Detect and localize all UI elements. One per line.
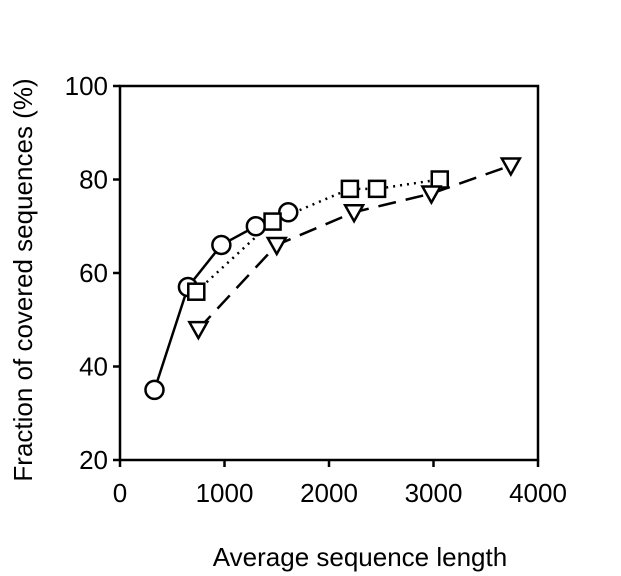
series-markers	[144, 157, 522, 401]
x-tick-label: 3000	[405, 478, 463, 508]
y-axis-ticks: 20 40 60 80 100	[65, 71, 120, 475]
y-tick-label: 20	[79, 445, 108, 475]
series-3-triangle-marker	[420, 185, 443, 206]
series-3-triangle-marker	[265, 236, 288, 257]
series-2-square-marker	[187, 282, 206, 301]
series-2-square-marker	[430, 170, 450, 189]
x-tick-label: 1000	[196, 478, 254, 508]
x-tick-label: 0	[113, 478, 127, 508]
x-tick-label: 4000	[509, 478, 567, 508]
series-1-circle-marker	[144, 379, 165, 401]
y-tick-label: 80	[79, 165, 108, 195]
plot-area	[118, 84, 540, 462]
y-tick-label: 40	[79, 352, 108, 382]
series-2-square-marker	[340, 179, 360, 199]
y-tick-label: 60	[79, 258, 108, 288]
series-3-triangle-marker	[342, 203, 366, 224]
series-3-triangle-marker	[499, 157, 522, 178]
series-3-triangle-marker	[187, 320, 210, 341]
x-axis-title: Average sequence length	[213, 542, 507, 572]
series-1-circle-marker	[245, 216, 267, 237]
series-1-circle-marker	[211, 234, 232, 256]
x-axis-ticks: 0 1000 2000 3000 4000	[113, 460, 567, 508]
series-2-square-marker	[367, 179, 387, 199]
y-tick-label: 100	[65, 71, 108, 101]
series-2-square-marker	[263, 212, 282, 231]
y-axis-title: Fraction of covered sequences (%)	[8, 78, 38, 481]
x-tick-label: 2000	[300, 478, 358, 508]
series-1-circle-marker	[277, 201, 299, 223]
